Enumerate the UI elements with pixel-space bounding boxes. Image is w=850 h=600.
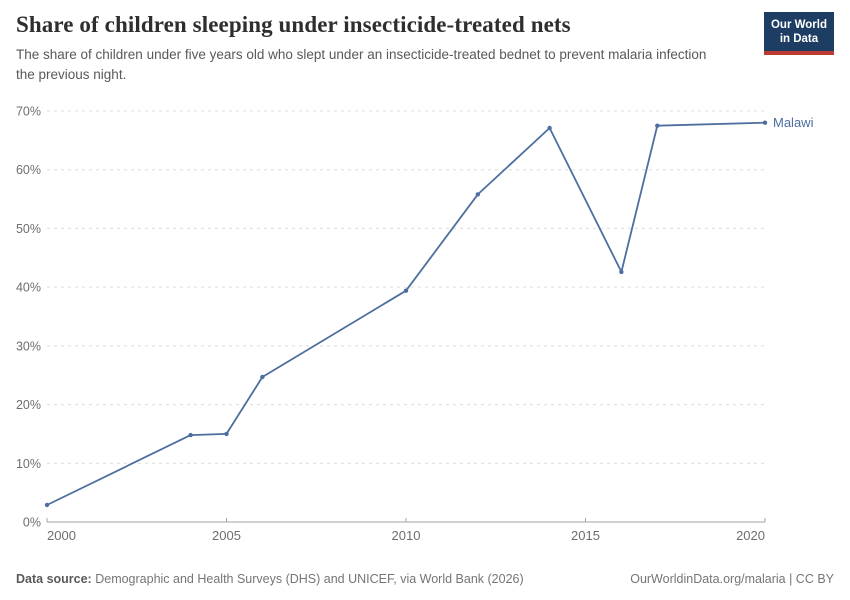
- data-point[interactable]: [762, 120, 768, 125]
- license-credit[interactable]: OurWorldinData.org/malaria | CC BY: [630, 572, 834, 586]
- series-line-malawi[interactable]: [46, 121, 766, 506]
- owid-logo-line2: in Data: [779, 33, 819, 46]
- data-point[interactable]: [403, 288, 409, 293]
- y-axis-tick-label: 20%: [16, 398, 41, 412]
- chart-subtitle: The share of children under five years o…: [16, 47, 707, 82]
- chart-header: Share of children sleeping under insecti…: [16, 12, 758, 84]
- x-axis-tick-label: 2000: [47, 528, 76, 543]
- y-axis-tick-label: 30%: [16, 339, 41, 353]
- y-axis-tick-label: 60%: [16, 163, 41, 177]
- owid-logo-line1: Our World: [770, 19, 827, 31]
- x-axis-tick-label: 2005: [212, 528, 241, 543]
- y-axis-tick-label: 50%: [16, 222, 41, 236]
- data-point[interactable]: [44, 502, 50, 508]
- data-point[interactable]: [655, 123, 660, 128]
- series-end-label[interactable]: Malawi: [773, 115, 814, 130]
- chart-title: Share of children sleeping under insecti…: [16, 12, 571, 37]
- data-point[interactable]: [547, 125, 552, 131]
- data-source-text: Demographic and Health Surveys (DHS) and…: [95, 572, 524, 586]
- data-point[interactable]: [475, 192, 480, 197]
- x-axis-tick-label: 2010: [392, 528, 421, 543]
- x-axis-tick-label: 2020: [736, 528, 765, 543]
- data-point[interactable]: [188, 432, 193, 438]
- y-axis-tick-label: 10%: [16, 457, 41, 471]
- data-source-label: Data source:: [16, 572, 92, 586]
- y-axis-tick-label: 40%: [16, 281, 41, 295]
- data-point[interactable]: [260, 374, 265, 380]
- owid-logo: Our World in Data: [763, 12, 834, 55]
- x-axis-tick-label: 2015: [571, 528, 600, 543]
- data-point[interactable]: [224, 431, 229, 437]
- y-axis-tick-label: 0%: [23, 516, 41, 530]
- chart-footer: Data source: Demographic and Health Surv…: [16, 572, 834, 586]
- data-point[interactable]: [619, 269, 624, 275]
- data-source-note: Data source: Demographic and Health Surv…: [16, 572, 524, 586]
- y-axis-tick-label: 70%: [16, 105, 41, 119]
